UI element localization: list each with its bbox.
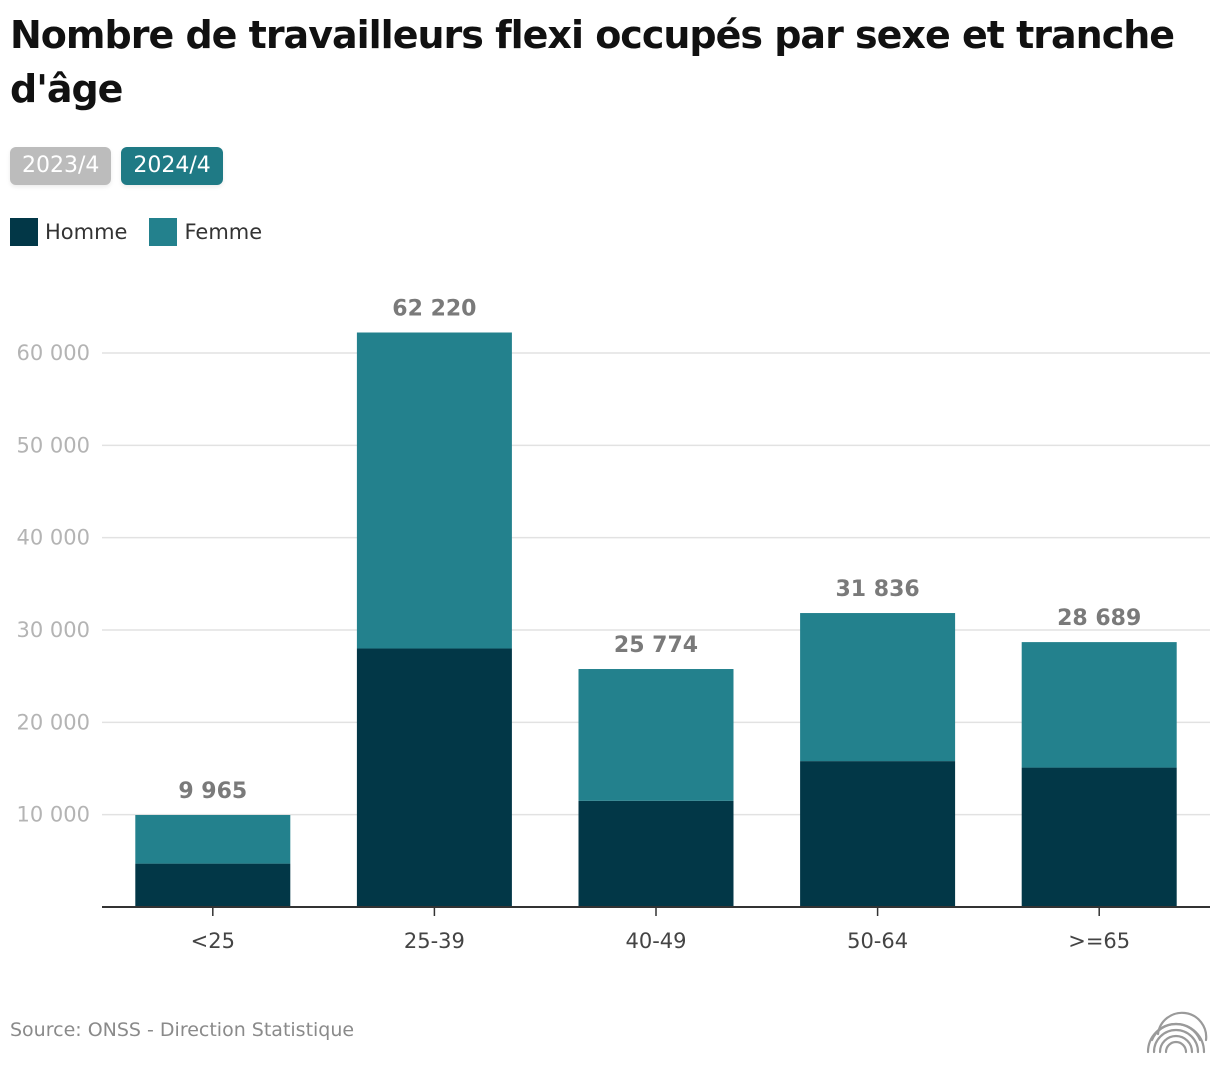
bar-femme-1: [356, 332, 512, 649]
total-label: 25 774: [614, 633, 698, 658]
bar-femme-0: [135, 814, 291, 864]
legend-item-femme: Femme: [149, 218, 262, 246]
total-label: 28 689: [1057, 606, 1141, 631]
tab-2023-4[interactable]: 2023/4: [10, 147, 112, 185]
x-tick-label: >=65: [1068, 929, 1130, 953]
chart-title: Nombre de travailleurs flexi occupés par…: [10, 13, 1175, 111]
y-tick-label: 50 000: [17, 433, 90, 457]
y-tick-label: 40 000: [17, 526, 90, 550]
onss-logo-icon: [1146, 1011, 1208, 1054]
bar-femme-4: [1021, 642, 1177, 768]
bar-homme-0: [135, 863, 291, 907]
legend-swatch-femme: [149, 218, 178, 246]
bar-femme-3: [800, 613, 956, 762]
x-tick-label: 50-64: [847, 929, 908, 953]
bar-homme-4: [1021, 767, 1177, 907]
source-note: Source: ONSS - Direction Statistique: [10, 1019, 355, 1041]
tab-2024-4[interactable]: 2024/4: [121, 147, 223, 185]
legend-label-homme: Homme: [45, 220, 128, 244]
bar-homme-3: [800, 761, 956, 907]
x-tick-label: <25: [191, 929, 235, 953]
legend-label-femme: Femme: [184, 220, 263, 244]
bar-homme-2: [578, 800, 734, 907]
bar-homme-1: [356, 648, 512, 907]
x-tick-label: 40-49: [625, 929, 686, 953]
y-tick-label: 30 000: [17, 618, 90, 642]
y-tick-label: 20 000: [17, 710, 90, 734]
stacked-bar-chart: 10 000 20 000 30 000 40 000 50 000 60 000 9 96…: [17, 297, 1210, 953]
total-label: 9 965: [178, 779, 247, 804]
bar-femme-2: [578, 669, 734, 801]
period-tabs: 2023/4 2024/4: [10, 147, 223, 185]
legend-item-homme: Homme: [10, 218, 127, 246]
total-label: 62 220: [392, 297, 476, 322]
y-tick-label: 10 000: [17, 803, 90, 827]
legend-swatch-homme: [10, 218, 38, 246]
total-label: 31 836: [835, 577, 919, 602]
y-tick-label: 60 000: [17, 341, 90, 365]
x-tick-label: 25-39: [404, 929, 465, 953]
legend: Homme Femme: [10, 218, 262, 246]
